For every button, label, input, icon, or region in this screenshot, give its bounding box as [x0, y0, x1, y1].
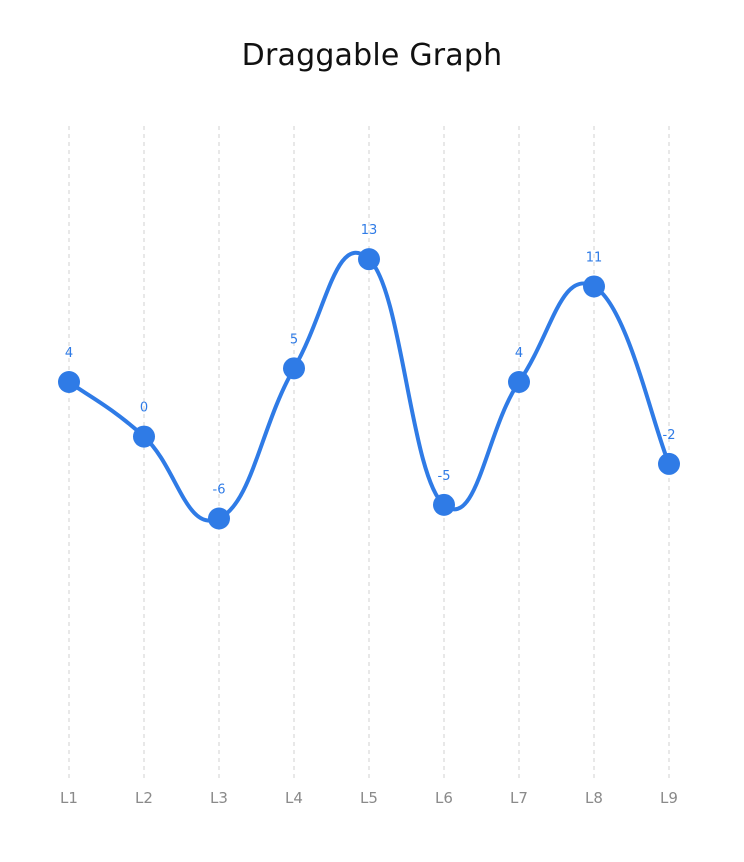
- series-line: [67, 250, 671, 523]
- line-layer: [67, 250, 671, 523]
- data-point-l4[interactable]: [283, 357, 305, 380]
- x-tick-label-l1: L1: [60, 789, 78, 807]
- x-tick-label-l5: L5: [360, 789, 378, 807]
- data-label-l7: 4: [515, 346, 523, 361]
- data-label-l1: 4: [65, 346, 73, 361]
- x-tick-label-l4: L4: [285, 789, 303, 807]
- data-point-l6[interactable]: [433, 493, 455, 516]
- data-point-l2[interactable]: [133, 425, 155, 448]
- data-label-l4: 5: [290, 332, 298, 347]
- data-point-l8[interactable]: [583, 275, 605, 298]
- data-point-l7[interactable]: [508, 371, 530, 393]
- label-layer: 4 0 -6 5 13 -5 4 11 -2: [65, 223, 676, 497]
- x-tick-label-l6: L6: [435, 789, 453, 807]
- page-title: Draggable Graph: [241, 38, 503, 73]
- data-label-l2: 0: [140, 401, 148, 416]
- tick-layer: L1 L2 L3 L4 L5 L6 L7 L8 L9: [60, 789, 678, 807]
- data-point-l9[interactable]: [658, 452, 680, 475]
- data-label-l6: -5: [438, 469, 451, 484]
- point-layer[interactable]: [58, 248, 680, 530]
- data-point-l1[interactable]: [58, 371, 80, 393]
- data-label-l5: 13: [361, 223, 378, 238]
- x-tick-label-l3: L3: [210, 789, 228, 807]
- data-point-l5[interactable]: [358, 248, 380, 271]
- data-label-l8: 11: [586, 250, 603, 265]
- data-label-l9: -2: [663, 428, 676, 443]
- data-point-l3[interactable]: [208, 507, 230, 530]
- x-tick-label-l8: L8: [585, 789, 603, 807]
- x-tick-label-l9: L9: [660, 789, 678, 807]
- data-label-l3: -6: [213, 483, 226, 498]
- x-tick-label-l7: L7: [510, 789, 528, 807]
- x-tick-label-l2: L2: [135, 789, 153, 807]
